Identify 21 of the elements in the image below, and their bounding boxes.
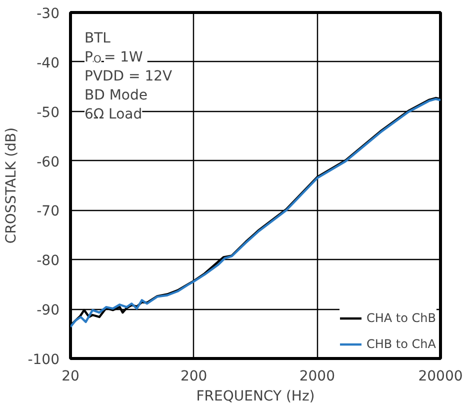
- y-axis-title: CROSSTALK (dB): [4, 127, 20, 244]
- y-tick-label: -70: [36, 204, 60, 220]
- y-tick-label: -80: [36, 253, 60, 270]
- x-axis-title: FREQUENCY (Hz): [196, 388, 315, 404]
- legend-label: CHA to ChB: [366, 311, 436, 325]
- annotation: 6Ω Load: [84, 106, 142, 122]
- annotation: PVDD = 12V: [84, 68, 173, 84]
- annotation: BTL: [84, 30, 111, 46]
- y-tick-label: -100: [28, 352, 60, 368]
- x-tick-label: 20000: [418, 368, 463, 384]
- y-tick-label: -90: [36, 302, 60, 319]
- annotation: BD Mode: [84, 88, 148, 104]
- x-tick-label: 2000: [299, 368, 335, 384]
- x-tick-label: 20: [62, 368, 80, 384]
- y-tick-label: -40: [36, 55, 60, 72]
- y-tick-label: -30: [36, 6, 60, 22]
- y-tick-label: -50: [36, 104, 60, 121]
- y-tick-label: -60: [36, 154, 60, 170]
- x-tick-label: 200: [180, 368, 208, 384]
- annotation: PO = 1W: [84, 50, 144, 66]
- legend-label: CHB to ChA: [366, 337, 436, 351]
